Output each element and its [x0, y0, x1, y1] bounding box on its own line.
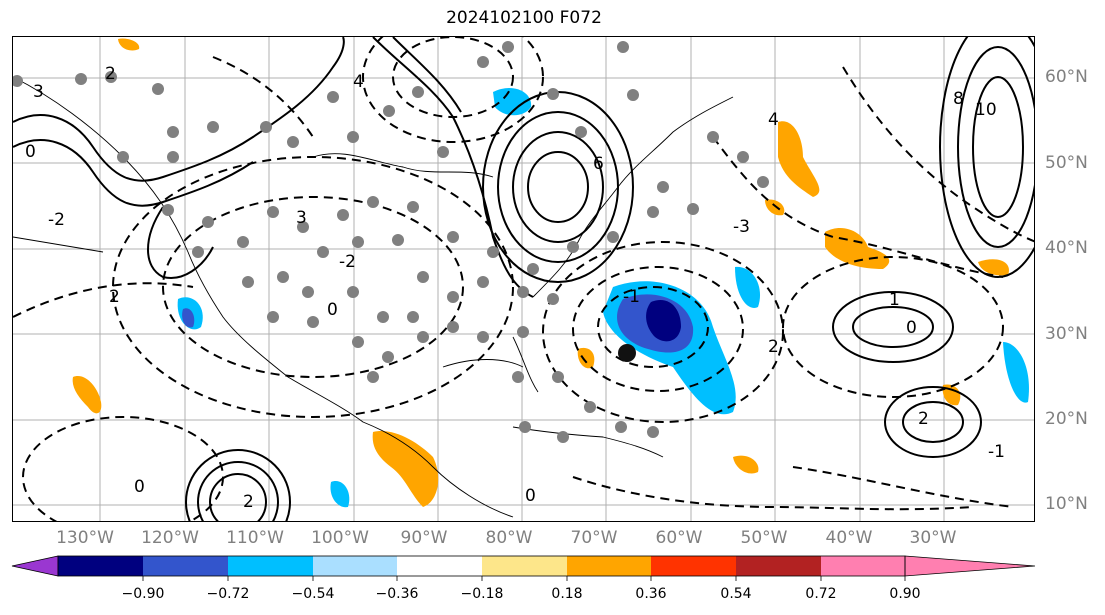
colorbar-segment: [651, 556, 736, 576]
colorbar: [11, 555, 1036, 581]
contour-label: 2: [109, 287, 120, 307]
colorbar-segment: [567, 556, 651, 576]
contour-label: 3: [296, 208, 307, 228]
lon-label: 50°W: [740, 528, 788, 548]
colorbar-segment: [736, 556, 821, 576]
colorbar-segment: [228, 556, 313, 576]
contour-label: 2: [105, 64, 116, 84]
contour-label: 2: [768, 337, 779, 357]
lon-label: 90°W: [400, 528, 448, 548]
contour-label: 2: [243, 492, 254, 512]
colorbar-tick: 0.72: [805, 586, 837, 602]
colorbar-tick: 0.36: [635, 586, 667, 602]
figure-title: 2024102100 F072: [446, 8, 602, 28]
contour-map: 2 3 0 4 6 10 8 -2 -3 -1 1 2 4 3 -2 0 2 0…: [13, 37, 1034, 521]
colorbar-tick: −0.36: [375, 586, 419, 602]
shaded-anomalies: [72, 38, 1029, 508]
colorbar-extend-right: [904, 555, 1036, 577]
coastlines: [13, 76, 734, 518]
colorbar-tick: −0.72: [206, 586, 250, 602]
lat-label: 20°N: [1045, 409, 1088, 429]
contour-label: 0: [525, 486, 536, 506]
contour-label: 4: [353, 72, 364, 92]
lon-label: 120°W: [141, 528, 199, 548]
lon-label: 40°W: [825, 528, 873, 548]
contour-label: 1: [889, 290, 900, 310]
colorbar-tick: −0.54: [291, 586, 335, 602]
contour-label: -2: [339, 252, 356, 272]
colorbar-segment: [397, 556, 482, 576]
contour-label: 0: [327, 300, 338, 320]
colorbar-tick: 0.54: [720, 586, 752, 602]
colorbar-extend-left: [11, 555, 59, 577]
colorbar-segment: [143, 556, 228, 576]
colorbar-segment: [313, 556, 397, 576]
colorbar-segment: [58, 556, 143, 576]
lon-label: 30°W: [909, 528, 957, 548]
colorbar-tick: 0.90: [889, 586, 921, 602]
lon-label: 110°W: [226, 528, 284, 548]
lat-label: 60°N: [1045, 67, 1088, 87]
contour-label: 2: [918, 409, 929, 429]
lon-label: 80°W: [485, 528, 533, 548]
contour-label: -3: [733, 217, 750, 237]
contour-label: 0: [25, 142, 36, 162]
contour-label: 0: [134, 477, 145, 497]
negative-contours: [13, 37, 1034, 521]
colorbar-segment: [821, 556, 905, 576]
contour-label: 10: [975, 100, 997, 120]
storm-center-marker: [618, 344, 636, 362]
contour-label: 0: [906, 318, 917, 338]
contour-label: -2: [48, 210, 65, 230]
contour-label: 6: [593, 154, 604, 174]
lon-label: 70°W: [570, 528, 618, 548]
contour-label: -1: [623, 287, 640, 307]
contour-label: 4: [768, 110, 779, 130]
lon-label: 100°W: [311, 528, 369, 548]
contour-label: -1: [988, 442, 1005, 462]
colorbar-segment: [482, 556, 567, 576]
lat-label: 40°N: [1045, 238, 1088, 258]
contour-label: 8: [953, 89, 964, 109]
colorbar-tick: 0.18: [551, 586, 583, 602]
contour-label: 3: [33, 82, 44, 102]
lat-label: 50°N: [1045, 153, 1088, 173]
contour-value-labels: 2 3 0 4 6 10 8 -2 -3 -1 1 2 4 3 -2 0 2 0…: [25, 64, 1005, 512]
colorbar-tick: −0.90: [121, 586, 165, 602]
colorbar-tick: −0.18: [460, 586, 504, 602]
lat-label: 30°N: [1045, 324, 1088, 344]
lat-label: 10°N: [1045, 494, 1088, 514]
lon-label: 130°W: [56, 528, 114, 548]
lon-label: 60°W: [655, 528, 703, 548]
station-markers: [13, 41, 769, 443]
map-panel: 2 3 0 4 6 10 8 -2 -3 -1 1 2 4 3 -2 0 2 0…: [12, 36, 1035, 522]
